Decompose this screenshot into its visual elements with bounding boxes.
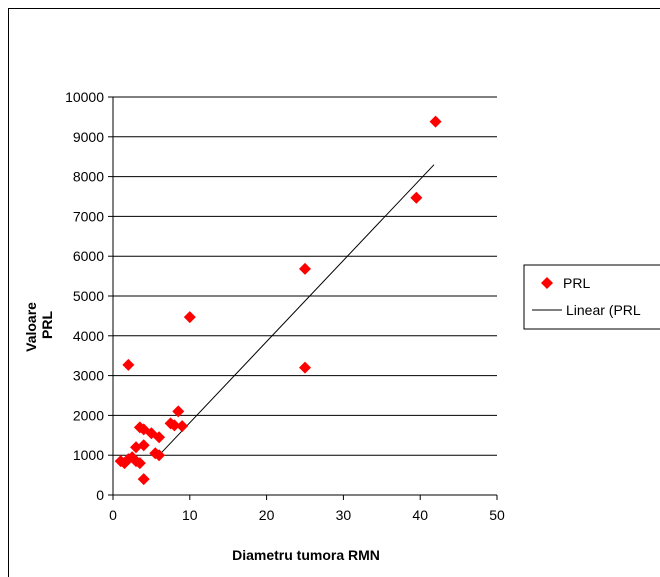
data-point: [172, 405, 185, 418]
data-point: [168, 419, 181, 432]
x-tick-label: 10: [182, 507, 198, 523]
y-tick-labels: 0 1000 2000 3000 4000 5000 6000 7000 8000 9000 100…: [65, 89, 104, 503]
axes: [108, 96, 498, 500]
y-tick-label: 5000: [73, 288, 104, 304]
y-tick-label: 10000: [65, 89, 104, 105]
y-tick-label: 4000: [73, 328, 104, 344]
gridlines: [113, 96, 497, 456]
x-axis-title: Diametru tumora RMN: [232, 547, 380, 563]
legend-label-linear: Linear (PRL: [566, 302, 641, 318]
data-point: [299, 361, 311, 374]
y-tick-label: 8000: [73, 169, 104, 185]
data-point: [133, 457, 146, 470]
x-tick-label: 40: [412, 507, 428, 523]
y-tick-label: 3000: [73, 368, 104, 384]
y-tick-label: 1000: [73, 447, 104, 463]
y-axis-title-line-1: Valoare: [23, 302, 39, 352]
legend-marker-diamond-icon: [541, 277, 553, 289]
legend-box: [523, 264, 660, 330]
legend-label-prl: PRL: [563, 275, 590, 291]
data-point: [299, 262, 311, 275]
y-axis-title: Valoare PRL: [23, 298, 55, 352]
x-tick-label: 50: [489, 507, 505, 523]
y-tick-label: 2000: [73, 407, 104, 423]
x-tick-label: 30: [336, 507, 352, 523]
data-point: [429, 115, 442, 128]
data-point: [183, 311, 196, 324]
data-point: [176, 420, 189, 433]
data-point: [122, 358, 135, 371]
linear-trendline: [158, 164, 435, 456]
data-points: [114, 115, 442, 486]
data-point: [137, 439, 150, 452]
y-tick-label: 7000: [73, 208, 104, 224]
y-tick-label: 0: [96, 487, 104, 503]
data-point: [410, 191, 423, 204]
data-point: [153, 449, 166, 462]
y-tick-label: 9000: [73, 129, 104, 145]
trendline: [158, 164, 435, 456]
y-tick-label: 6000: [73, 248, 104, 264]
data-point: [153, 431, 166, 444]
y-axis-title-line-2: PRL: [39, 311, 55, 339]
legend: PRL Linear (PRL: [523, 264, 660, 330]
x-tick-label: 20: [259, 507, 275, 523]
x-tick-labels: 0 10 20 30 40 50: [109, 507, 505, 523]
data-point: [137, 473, 150, 486]
x-tick-label: 0: [109, 507, 117, 523]
data-point: [118, 457, 131, 470]
